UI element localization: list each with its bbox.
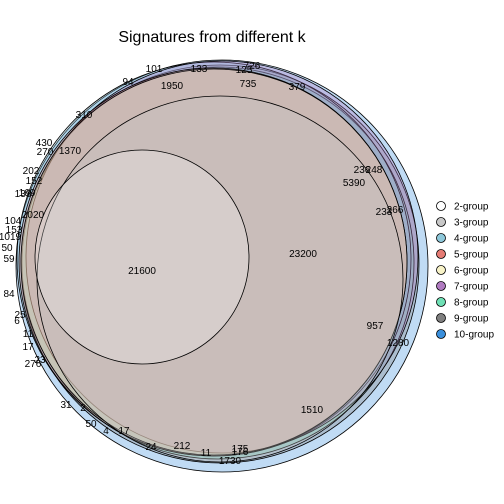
count-label: 11: [201, 448, 212, 459]
count-label: 957: [367, 321, 384, 332]
legend-label: 9-group: [454, 314, 489, 325]
count-label: 94: [122, 77, 134, 88]
legend-label: 7-group: [454, 282, 489, 293]
legend-label: 3-group: [454, 218, 489, 229]
6-group-circle: [20, 68, 408, 456]
count-label: 23: [34, 355, 46, 366]
count-label: 59: [3, 254, 15, 265]
count-label: 169: [19, 188, 36, 199]
legend-swatch: [436, 201, 446, 211]
count-labels: 21600 23200 5390 1950 1370 2020 1510 1730 128095…: [0, 61, 410, 467]
legend-swatch: [436, 297, 446, 307]
count-label: 1730: [219, 456, 242, 467]
count-label: 152: [26, 176, 43, 187]
count-label: 175: [232, 444, 249, 455]
count-label: 17: [118, 426, 130, 437]
2-group-circle: [34, 149, 250, 365]
count-label: 11: [23, 329, 34, 340]
7-group-circle: [25, 60, 419, 454]
count-label: 153: [6, 225, 23, 236]
count-label: 266: [387, 205, 404, 216]
count-label: 726: [244, 61, 261, 72]
count-label: 2: [80, 403, 86, 414]
legend-swatch: [436, 281, 446, 291]
count-label: 1280: [387, 338, 410, 349]
count-label: 5390: [343, 178, 366, 189]
count-label: 125: [236, 65, 253, 76]
legend-label: 6-group: [454, 266, 489, 277]
count-label: 1950: [161, 81, 184, 92]
8-group-circle: [21, 66, 415, 460]
legend-swatch: [436, 329, 446, 339]
count-label: 1510: [301, 405, 324, 416]
legend-swatch: [436, 249, 446, 259]
euler-circles: [15, 59, 429, 473]
count-label: 310: [76, 110, 93, 121]
count-label: 21600: [128, 266, 156, 277]
count-label: 430: [36, 138, 53, 149]
count-label: 176: [232, 447, 249, 458]
count-label: 276: [25, 359, 42, 370]
count-label: 24: [145, 442, 157, 453]
legend-swatch: [436, 313, 446, 323]
count-label: 212: [174, 441, 191, 452]
count-label: 17: [22, 342, 34, 353]
count-label: 104: [5, 216, 22, 227]
legend: 2-group 3-group 4-group 5-group 6-group 7-gro…: [436, 201, 494, 341]
count-label: 23200: [289, 249, 317, 260]
legend-label: 10-group: [454, 330, 494, 341]
count-label: 379: [289, 82, 306, 93]
count-label: 202: [23, 166, 40, 177]
legend-label: 2-group: [454, 202, 489, 213]
count-label: 84: [3, 289, 15, 300]
count-label: 6: [14, 316, 20, 327]
legend-label: 8-group: [454, 298, 489, 309]
count-label: 4: [103, 426, 109, 437]
legend-swatch: [436, 233, 446, 243]
count-label: 1019: [0, 232, 22, 243]
count-label: 2020: [22, 210, 45, 221]
legend-label: 5-group: [454, 250, 489, 261]
count-label: 25: [14, 310, 26, 321]
count-label: 31: [60, 400, 72, 411]
count-label: 101: [146, 64, 163, 75]
legend-label: 4-group: [454, 234, 489, 245]
count-label: 139: [15, 189, 32, 200]
count-label: 735: [240, 79, 257, 90]
count-label: 1370: [59, 146, 82, 157]
count-label: 270: [37, 147, 54, 158]
count-label: 236: [354, 165, 371, 176]
legend-swatch: [436, 265, 446, 275]
count-label: 50: [85, 419, 97, 430]
10-group-circle: [15, 59, 429, 473]
count-label: 233: [376, 207, 393, 218]
chart-title: Signatures from different k: [118, 29, 306, 46]
count-label: 50: [1, 243, 13, 254]
legend-swatch: [436, 217, 446, 227]
count-label: 248: [366, 165, 383, 176]
count-label: 133: [191, 64, 208, 75]
